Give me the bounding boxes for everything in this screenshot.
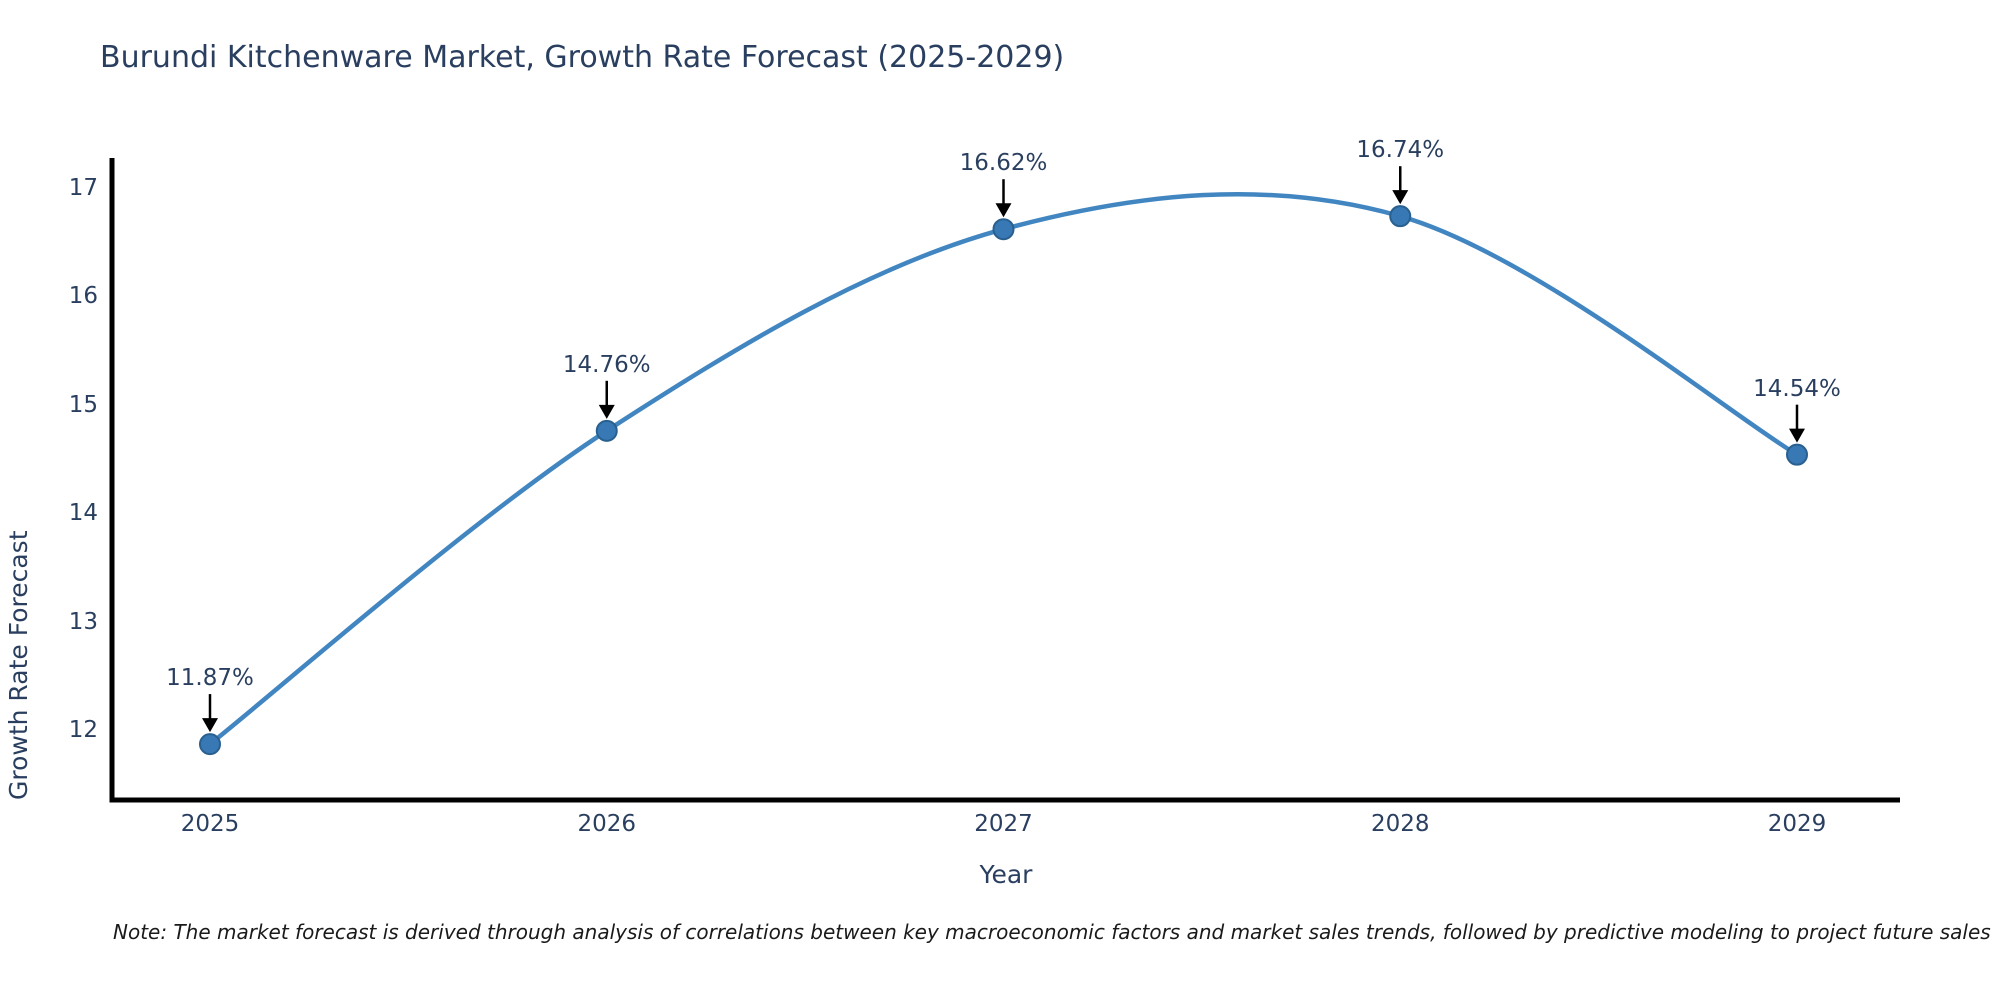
point-annotation-label: 16.74% [1356,137,1445,164]
y-tick-label: 14 [68,500,98,527]
x-tick-label: 2029 [1767,811,1827,837]
trend-line [208,192,1799,746]
y-tick-label: 15 [68,391,98,418]
data-point-marker [992,218,1015,241]
point-annotation-label: 14.54% [1753,375,1841,402]
footnote: Note: The market forecast is derived thr… [113,920,1991,944]
point-annotation-label: 11.87% [166,665,254,692]
data-point-marker [199,733,221,756]
annotation-arrowhead [202,718,218,733]
data-point-marker [595,419,618,442]
annotation-arrowhead [995,203,1012,218]
x-tick-label: 2026 [577,811,637,837]
data-point-marker [1786,443,1808,466]
annotation-arrowhead [1392,190,1409,205]
x-axis-title: Year [979,860,1033,889]
annotation-arrowhead [1789,428,1805,443]
point-annotation-label: 16.62% [959,150,1048,177]
annotation-arrowhead [598,404,615,419]
y-axis-title: Growth Rate Forecast [4,530,33,801]
y-tick-label: 17 [68,175,98,201]
x-tick-label: 2025 [180,811,240,837]
point-annotation-label: 14.76% [562,351,651,378]
chart-title: Burundi Kitchenware Market, Growth Rate … [100,40,1065,75]
data-point-marker [1389,205,1412,228]
x-tick-label: 2028 [1370,811,1430,837]
y-tick-label: 12 [68,717,98,743]
y-tick-label: 13 [68,608,98,635]
y-tick-label: 16 [68,283,98,310]
x-tick-label: 2027 [974,811,1033,837]
